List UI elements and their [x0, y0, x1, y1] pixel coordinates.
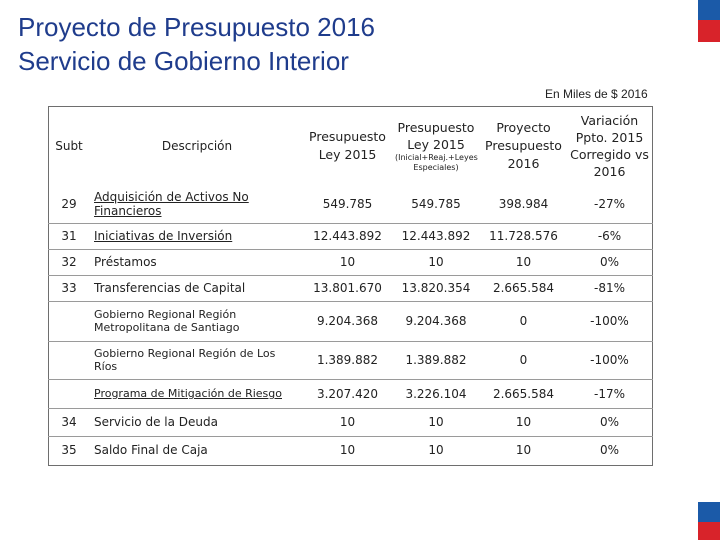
- header-variacion-line4: 2016: [593, 164, 626, 179]
- unit-note: En Miles de $ 2016: [545, 87, 648, 101]
- header-ley2015-line2: Ley 2015: [318, 147, 377, 162]
- cell-ley2015mod: 3.226.104: [391, 379, 481, 409]
- cell-variacion: -6%: [566, 223, 653, 250]
- cell-variacion: -27%: [566, 186, 653, 224]
- cell-subt: 33: [48, 275, 90, 302]
- table-row: Programa de Mitigación de Riesgo 3.207.4…: [48, 379, 653, 409]
- header-subt: Subt: [55, 139, 83, 153]
- header-ley2015mod-line2: Ley 2015: [407, 137, 465, 152]
- cell-ley2015mod: 10: [391, 408, 481, 437]
- cell-subt: 32: [48, 249, 90, 276]
- header-variacion-line3: Corregido vs: [570, 147, 649, 162]
- header-proyecto-line2: Presupuesto: [485, 138, 562, 153]
- cell-desc: Gobierno Regional Región de Los Ríos: [90, 341, 304, 380]
- cell-ley2015mod: 9.204.368: [391, 301, 481, 342]
- cell-ley2015: 10: [304, 249, 391, 276]
- cell-desc: Adquisición de Activos No Financieros: [90, 186, 304, 224]
- header-proyecto-line1: Proyecto: [496, 120, 551, 135]
- cell-ley2015: 9.204.368: [304, 301, 391, 342]
- desc-link[interactable]: Programa de Mitigación de Riesgo: [94, 387, 282, 400]
- desc-link[interactable]: Iniciativas de Inversión: [94, 229, 233, 243]
- header-proyecto: Proyecto Presupuesto 2016: [481, 106, 566, 186]
- cell-variacion: -100%: [566, 301, 653, 342]
- cell-proyecto: 10: [481, 249, 566, 276]
- header-ley2015: Presupuesto Ley 2015: [304, 106, 391, 186]
- cell-proyecto: 11.728.576: [481, 223, 566, 250]
- cell-subt: 29: [48, 186, 90, 224]
- cell-desc: Servicio de la Deuda: [90, 408, 304, 437]
- cell-ley2015: 549.785: [304, 186, 391, 224]
- cell-ley2015mod: 10: [428, 443, 444, 458]
- cell-ley2015mod: 549.785: [391, 186, 481, 224]
- flag-decoration-top: [698, 0, 720, 42]
- cell-desc: Saldo Final de Caja: [94, 443, 208, 458]
- header-descripcion: Descripción: [161, 139, 233, 153]
- cell-variacion: 0%: [566, 249, 653, 276]
- cell-variacion: 0%: [566, 408, 653, 437]
- cell-ley2015mod: 13.820.354: [391, 275, 481, 302]
- cell-subt: [48, 301, 90, 342]
- cell-variacion: -81%: [566, 275, 653, 302]
- cell-subt: [48, 379, 90, 409]
- cell-desc: Iniciativas de Inversión: [90, 223, 304, 250]
- cell-ley2015: 1.389.882: [304, 341, 391, 380]
- table-row: Gobierno Regional Región de Los Ríos 1.3…: [48, 341, 653, 380]
- cell-desc: Transferencias de Capital: [90, 275, 304, 302]
- cell-proyecto: 0: [481, 301, 566, 342]
- header-ley2015mod-note: (Inicial+Reaj.+Leyes Especiales): [395, 153, 478, 172]
- cell-subt: 35: [61, 443, 77, 458]
- table-row: Gobierno Regional Región Metropolitana d…: [48, 301, 653, 342]
- cell-ley2015: 3.207.420: [304, 379, 391, 409]
- title-line-1: Proyecto de Presupuesto 2016: [18, 12, 376, 42]
- cell-ley2015: 13.801.670: [304, 275, 391, 302]
- cell-ley2015mod: 12.443.892: [391, 223, 481, 250]
- cell-subt: 31: [48, 223, 90, 250]
- cell-ley2015mod: 10: [391, 249, 481, 276]
- cell-proyecto: 2.665.584: [481, 379, 566, 409]
- header-variacion-line2: Ppto. 2015: [575, 130, 644, 145]
- desc-link[interactable]: Adquisición de Activos No Financieros: [94, 190, 249, 219]
- header-variacion: Variación Ppto. 2015 Corregido vs 2016: [566, 106, 653, 186]
- table-row: 31 Iniciativas de Inversión 12.443.892 1…: [48, 223, 653, 250]
- cell-desc: Gobierno Regional Región Metropolitana d…: [90, 301, 304, 342]
- cell-variacion: -100%: [566, 341, 653, 380]
- table-row: 29 Adquisición de Activos No Financieros…: [48, 186, 653, 224]
- cell-ley2015: 10: [304, 408, 391, 437]
- header-ley2015-line1: Presupuesto: [309, 129, 386, 144]
- table-row: 33 Transferencias de Capital 13.801.670 …: [48, 275, 653, 302]
- cell-subt: [48, 341, 90, 380]
- cell-proyecto: 0: [481, 341, 566, 380]
- cell-proyecto: 10: [481, 408, 566, 437]
- header-variacion-line1: Variación: [580, 113, 639, 128]
- cell-proyecto: 2.665.584: [481, 275, 566, 302]
- header-row: Subt Descripción Presupuesto Ley 2015 Pr…: [48, 106, 653, 186]
- title-line-2: Servicio de Gobierno Interior: [18, 46, 349, 76]
- cell-ley2015mod: 1.389.882: [391, 341, 481, 380]
- cell-proyecto: 398.984: [481, 186, 566, 224]
- cell-variacion: 0%: [599, 443, 620, 458]
- cell-ley2015: 12.443.892: [304, 223, 391, 250]
- cell-subt: 34: [48, 408, 90, 437]
- table-row: 35 Saldo Final de Caja 10 10 10 0%: [48, 436, 653, 464]
- page-title: Proyecto de Presupuesto 2016 Servicio de…: [18, 10, 375, 78]
- flag-decoration-bottom: [698, 502, 720, 540]
- cell-proyecto: 10: [515, 443, 532, 458]
- table-row: 34 Servicio de la Deuda 10 10 10 0%: [48, 408, 653, 437]
- header-ley2015-mod: Presupuesto Ley 2015 (Inicial+Reaj.+Leye…: [391, 106, 481, 186]
- cell-desc: Programa de Mitigación de Riesgo: [90, 379, 304, 409]
- header-proyecto-line3: 2016: [507, 156, 540, 171]
- cell-ley2015: 10: [339, 443, 356, 458]
- cell-desc: Préstamos: [90, 249, 304, 276]
- budget-table: Subt Descripción Presupuesto Ley 2015 Pr…: [48, 106, 653, 464]
- cell-variacion: -17%: [566, 379, 653, 409]
- table-row: 32 Préstamos 10 10 10 0%: [48, 249, 653, 276]
- header-ley2015mod-line1: Presupuesto: [397, 120, 475, 135]
